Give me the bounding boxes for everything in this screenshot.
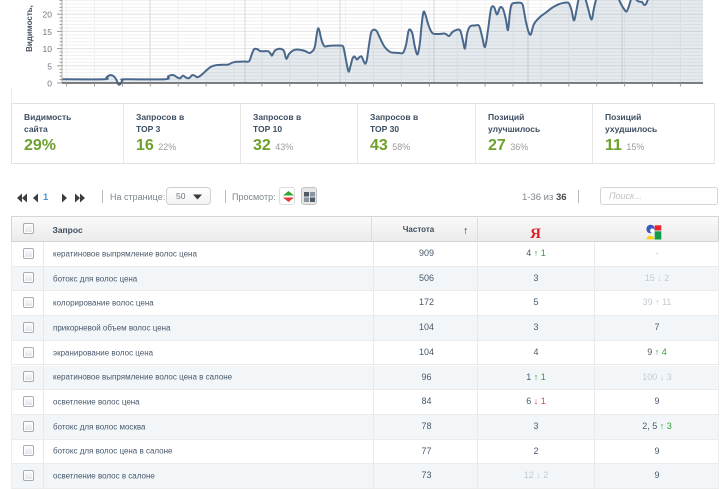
svg-text:15: 15 — [43, 27, 53, 37]
svg-text:Видимость,: Видимость, — [25, 5, 34, 52]
svg-text:10: 10 — [43, 44, 53, 54]
svg-text:5: 5 — [47, 61, 52, 71]
svg-text:0: 0 — [47, 79, 52, 89]
svg-text:20: 20 — [43, 10, 53, 20]
